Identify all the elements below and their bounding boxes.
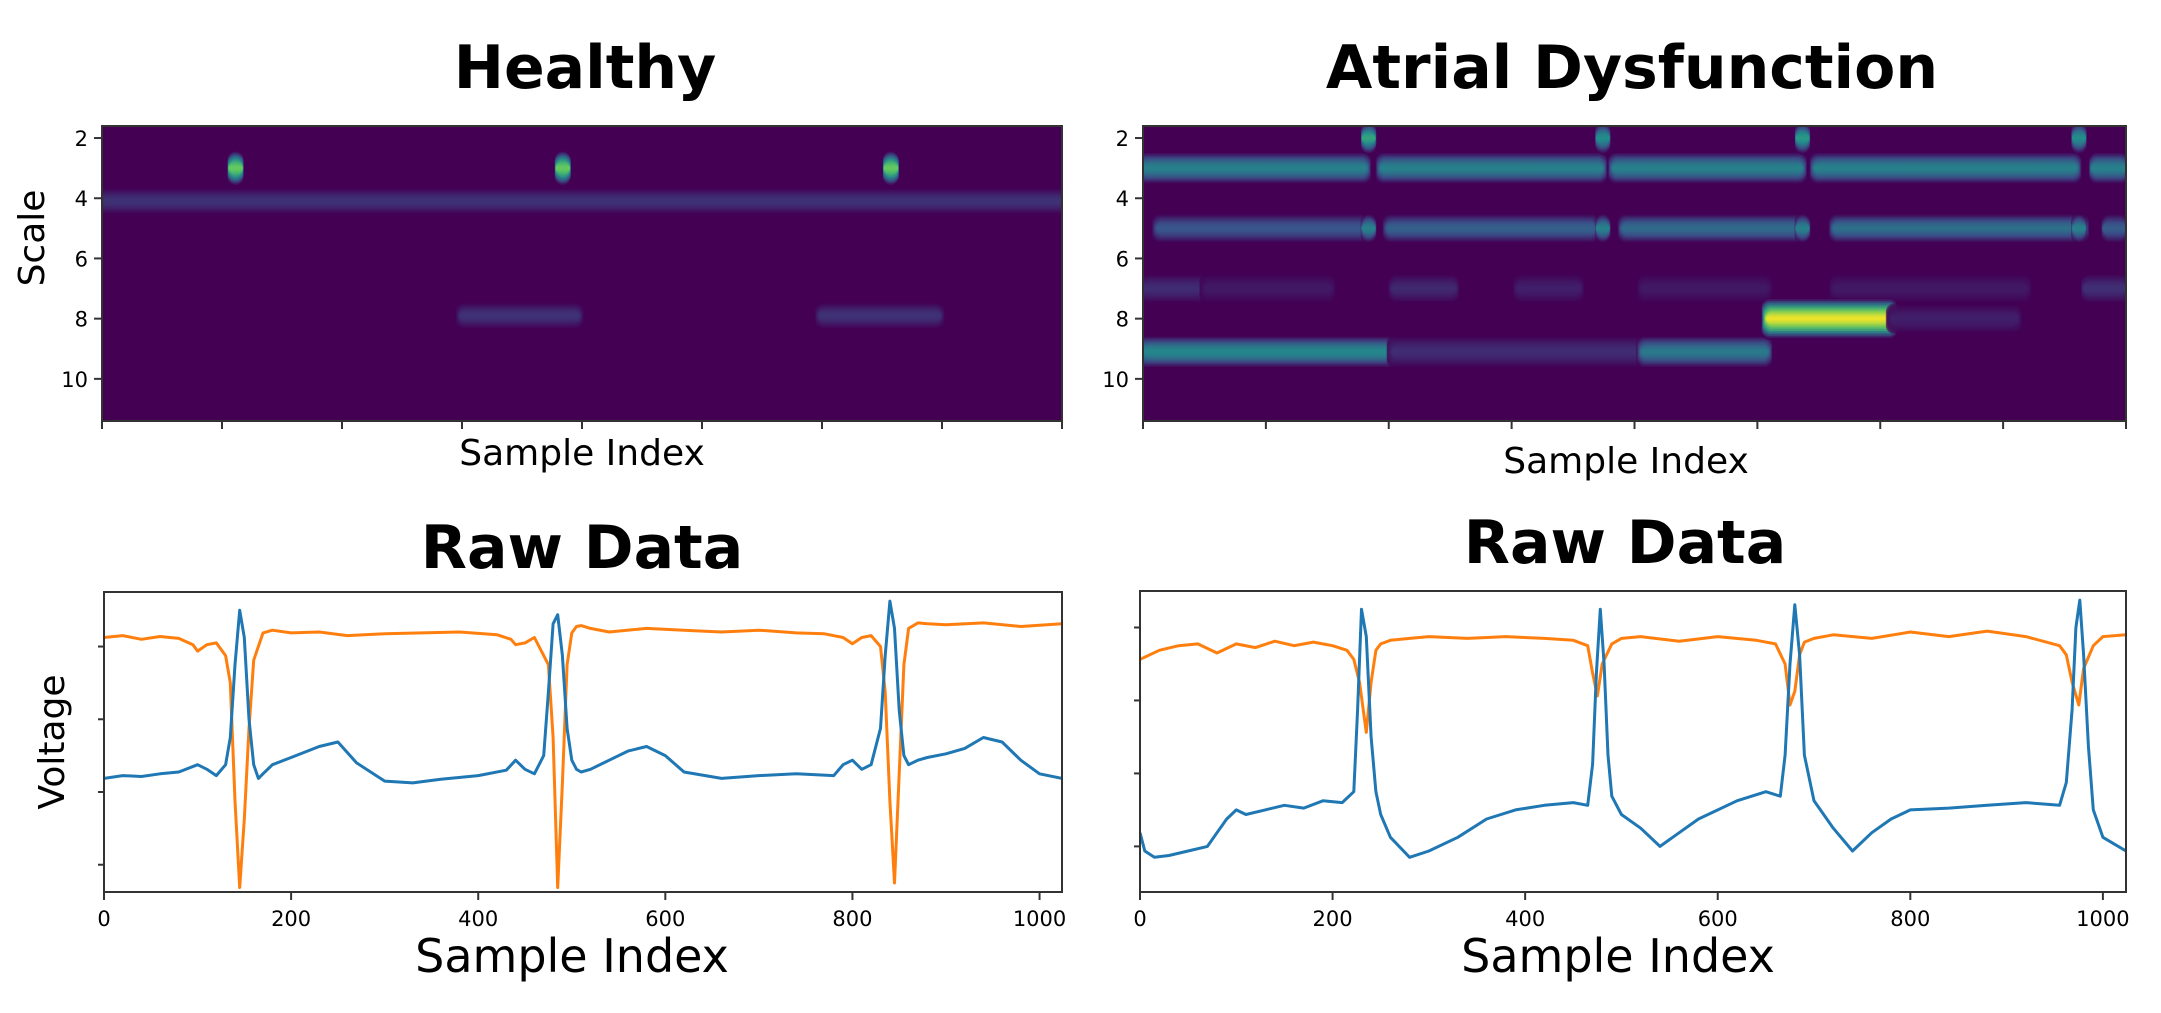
atrial-raw-y-ticks xyxy=(1134,626,1140,848)
atrial-raw-xlabel: Sample Index xyxy=(1461,929,1775,983)
heatmap-blob-28-layer-1 xyxy=(1766,316,1893,321)
x-tick-label: 400 xyxy=(458,907,498,931)
atrial-raw-lines xyxy=(1140,598,2126,859)
y-tick-label: 8 xyxy=(75,308,88,332)
healthy-xlabel: Sample Index xyxy=(459,433,705,474)
atrial-x-ticks xyxy=(1142,421,2127,429)
healthy-heatmap-cells xyxy=(102,150,1062,330)
healthy-raw-ylabel: Voltage xyxy=(32,674,73,809)
healthy-raw-y-ticks xyxy=(98,645,104,866)
x-tick-label: 200 xyxy=(271,907,311,931)
y-tick-label: 4 xyxy=(1116,187,1129,211)
heatmap-blob-22-layer-1 xyxy=(1641,287,1768,290)
heatmap-blob-1-layer-1 xyxy=(1380,166,1603,170)
y-tick-label: 8 xyxy=(1116,308,1129,332)
y-tick-label: 2 xyxy=(1116,127,1129,151)
y-tick-label: 6 xyxy=(1116,247,1129,271)
heatmap-blob-19-layer-1 xyxy=(1204,287,1331,290)
atrial-raw-x-ticks: 0 200 400 600 800 1000 xyxy=(1133,892,2130,931)
heatmap-blob-16-layer-1 xyxy=(1795,227,1810,230)
heatmap-blob-10-layer-1 xyxy=(1361,136,1376,140)
heatmap-blob-18-layer-1 xyxy=(1143,287,1206,290)
healthy-raw-lines xyxy=(104,599,1062,889)
heatmap-blob-11-layer-1 xyxy=(1596,136,1610,140)
healthy-raw-x-ticks: 0 200 400 600 800 1000 xyxy=(97,892,1066,931)
heatmap-blob-24-layer-1 xyxy=(2083,287,2126,290)
heatmap-blob-27-layer-1 xyxy=(1641,350,1768,354)
heatmap-blob-5-layer-1 xyxy=(819,314,940,317)
healthy-heatmap-background xyxy=(102,126,1062,421)
heatmap-blob-21-layer-1 xyxy=(1517,287,1581,290)
heatmap-blob-0-layer-1 xyxy=(102,200,1062,203)
heatmap-blob-15-layer-1 xyxy=(1596,227,1610,230)
healthy-raw-title: Raw Data xyxy=(421,513,743,583)
heatmap-blob-8-layer-1 xyxy=(1833,227,2085,230)
heatmap-blob-9-layer-1 xyxy=(2102,227,2126,230)
healthy-x-ticks xyxy=(101,421,1063,429)
y-tick-label: 10 xyxy=(61,368,88,392)
atrial-heatmap-cells xyxy=(1143,126,2126,369)
heatmap-blob-1-layer-1 xyxy=(228,166,243,170)
atrial-scalogram-panel: Atrial Dysfunction 2 4 6 8 10 Sample Index xyxy=(1102,33,2127,482)
atrial-title: Atrial Dysfunction xyxy=(1326,33,1938,103)
heatmap-blob-0-layer-1 xyxy=(1143,166,1367,170)
heatmap-blob-23-layer-1 xyxy=(1833,287,2027,290)
x-tick-label: 1000 xyxy=(2076,907,2129,931)
series-line-lead-blue xyxy=(104,599,1062,785)
heatmap-blob-20-layer-1 xyxy=(1392,287,1456,290)
atrial-y-ticks: 2 4 6 8 10 xyxy=(1102,127,1143,392)
y-tick-label: 2 xyxy=(75,127,88,151)
heatmap-blob-2-layer-1 xyxy=(1612,166,1803,170)
heatmap-blob-3-layer-1 xyxy=(883,166,899,170)
x-tick-label: 200 xyxy=(1313,907,1353,931)
x-tick-label: 600 xyxy=(1698,907,1738,931)
x-tick-label: 800 xyxy=(1890,907,1930,931)
x-tick-label: 0 xyxy=(1133,907,1146,931)
x-tick-label: 1000 xyxy=(1013,907,1066,931)
heatmap-blob-4-layer-1 xyxy=(2091,166,2126,170)
series-line-lead-blue xyxy=(1140,598,2126,859)
healthy-y-ticks: 2 4 6 8 10 xyxy=(61,127,102,392)
atrial-raw-title: Raw Data xyxy=(1464,508,1786,578)
y-tick-label: 6 xyxy=(75,247,88,271)
atrial-raw-plot-area xyxy=(1140,591,2126,892)
atrial-xlabel: Sample Index xyxy=(1503,441,1749,482)
x-tick-label: 0 xyxy=(97,907,110,931)
healthy-raw-panel: Raw Data 0 200 400 600 800 1000 Voltage Sampl… xyxy=(32,513,1066,983)
heatmap-blob-4-layer-1 xyxy=(460,314,579,317)
heatmap-blob-26-layer-1 xyxy=(1392,350,1643,354)
healthy-raw-xlabel: Sample Index xyxy=(415,929,729,983)
heatmap-blob-6-layer-1 xyxy=(1387,227,1595,230)
x-tick-label: 600 xyxy=(645,907,685,931)
heatmap-blob-12-layer-1 xyxy=(1795,136,1810,140)
atrial-raw-frame xyxy=(1139,590,2127,893)
healthy-scalogram-panel: Healthy 2 4 6 8 10 Scale Sample Index xyxy=(12,33,1063,474)
heatmap-blob-17-layer-1 xyxy=(2072,227,2086,230)
heatmap-blob-25-layer-1 xyxy=(1143,350,1394,354)
x-tick-label: 400 xyxy=(1505,907,1545,931)
heatmap-blob-3-layer-1 xyxy=(1814,166,2077,170)
atrial-raw-panel: Raw Data 0 200 400 600 800 1000 Sample Index xyxy=(1133,508,2129,983)
y-tick-label: 4 xyxy=(75,187,88,211)
series-line-lead-orange xyxy=(1140,629,2126,734)
heatmap-blob-14-layer-1 xyxy=(1361,227,1376,230)
heatmap-blob-29-layer-1 xyxy=(1891,317,2018,320)
healthy-ylabel: Scale xyxy=(12,190,53,287)
x-tick-label: 800 xyxy=(832,907,872,931)
heatmap-blob-2-layer-1 xyxy=(555,166,570,170)
heatmap-blob-5-layer-1 xyxy=(1156,227,1365,230)
healthy-title: Healthy xyxy=(454,33,716,103)
healthy-raw-frame xyxy=(103,591,1063,893)
heatmap-blob-7-layer-1 xyxy=(1622,227,1806,230)
heatmap-blob-13-layer-1 xyxy=(2072,136,2086,140)
y-tick-label: 10 xyxy=(1102,368,1129,392)
